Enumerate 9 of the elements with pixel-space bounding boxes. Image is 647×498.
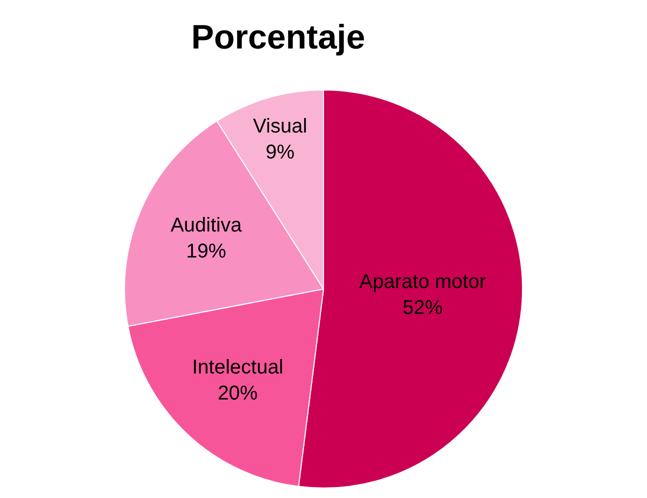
data-label: 20% xyxy=(218,382,258,404)
slice-label: Intelectual xyxy=(192,356,284,378)
slice-label: Visual xyxy=(253,116,308,138)
slice-label: Auditiva xyxy=(170,214,243,236)
data-label: 52% xyxy=(402,297,443,320)
data-label: 19% xyxy=(186,240,226,262)
slice-label: Aparato motor xyxy=(359,271,486,294)
chart-title: Porcentaje xyxy=(191,18,366,57)
data-label: 9% xyxy=(266,142,295,164)
